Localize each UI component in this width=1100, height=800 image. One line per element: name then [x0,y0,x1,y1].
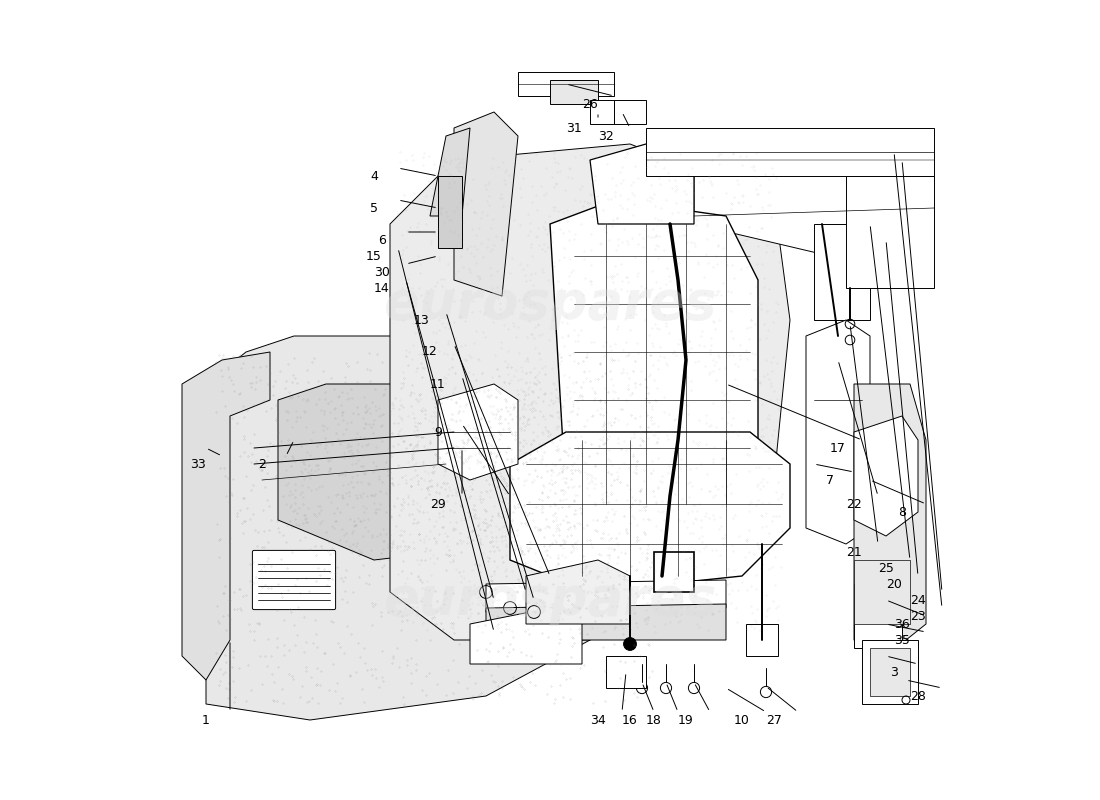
Text: 7: 7 [826,474,834,486]
Text: 35: 35 [894,634,910,646]
Polygon shape [646,128,934,176]
Polygon shape [694,168,934,256]
Text: 28: 28 [910,690,926,702]
Text: 25: 25 [878,562,894,574]
Polygon shape [846,176,934,288]
Polygon shape [486,580,726,612]
Polygon shape [438,384,518,480]
Text: 3: 3 [890,666,898,678]
Polygon shape [854,560,910,624]
Polygon shape [870,648,910,696]
Text: 14: 14 [374,282,389,294]
Text: 12: 12 [422,346,438,358]
Polygon shape [854,584,902,648]
Text: 5: 5 [370,202,378,214]
Text: 26: 26 [582,98,598,110]
Text: 13: 13 [414,314,430,326]
Text: 17: 17 [830,442,846,454]
Text: 31: 31 [566,122,582,134]
Text: 33: 33 [190,458,206,470]
Text: 22: 22 [846,498,862,510]
Polygon shape [278,384,590,560]
Text: 24: 24 [910,594,926,606]
Text: 9: 9 [434,426,442,438]
Polygon shape [470,608,582,664]
Text: 34: 34 [590,714,606,726]
Polygon shape [814,224,870,320]
Polygon shape [430,128,470,216]
Polygon shape [590,144,694,224]
Text: 11: 11 [430,378,446,390]
Text: 10: 10 [734,714,750,726]
Polygon shape [454,112,518,296]
Text: 19: 19 [678,714,694,726]
Text: 32: 32 [598,130,614,142]
Text: 16: 16 [623,714,638,726]
Polygon shape [518,72,614,96]
Polygon shape [390,144,790,640]
Text: 4: 4 [370,170,378,182]
Text: 6: 6 [378,234,386,246]
Text: 18: 18 [646,714,662,726]
Text: eurospares: eurospares [383,574,717,626]
Text: 36: 36 [894,618,910,630]
FancyBboxPatch shape [252,550,336,610]
Polygon shape [854,384,926,656]
Polygon shape [854,416,918,536]
Text: 21: 21 [846,546,862,558]
Text: 20: 20 [887,578,902,590]
Polygon shape [606,656,646,688]
Text: 29: 29 [430,498,446,510]
Circle shape [624,638,637,650]
Polygon shape [206,336,670,720]
Text: 30: 30 [374,266,389,278]
Text: 23: 23 [910,610,926,622]
Polygon shape [614,100,646,124]
Polygon shape [550,200,758,528]
Polygon shape [590,100,614,124]
Text: eurospares: eurospares [383,278,717,330]
Polygon shape [862,640,918,704]
Polygon shape [746,624,778,656]
Polygon shape [550,80,598,104]
Polygon shape [438,176,462,248]
Text: 2: 2 [258,458,266,470]
Polygon shape [526,560,630,624]
Polygon shape [182,352,270,680]
Text: 27: 27 [766,714,782,726]
Polygon shape [806,320,870,544]
Text: 8: 8 [898,506,906,518]
Text: 15: 15 [366,250,382,262]
Text: 1: 1 [202,714,210,726]
Polygon shape [654,552,694,592]
Polygon shape [510,432,790,592]
Polygon shape [486,604,726,640]
